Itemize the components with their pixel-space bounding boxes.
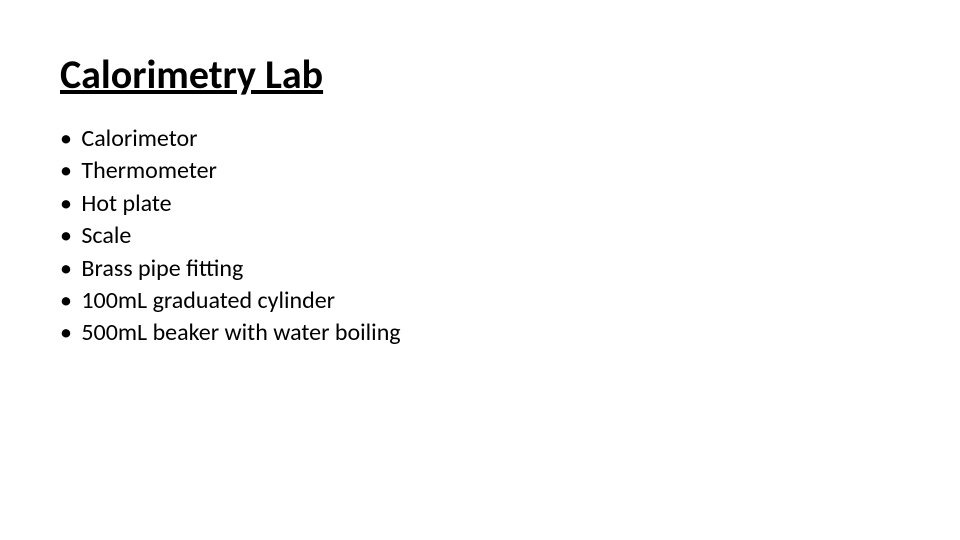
list-item-label: Thermometer <box>81 156 217 185</box>
list-item: • Hot plate <box>60 188 900 220</box>
bullet-icon: • <box>60 285 72 317</box>
bullet-icon: • <box>60 253 72 285</box>
list-item-label: Calorimetor <box>81 124 197 153</box>
list-item-label: 500mL beaker with water boiling <box>81 318 400 347</box>
bullet-icon: • <box>60 317 72 349</box>
bullet-icon: • <box>60 220 72 252</box>
list-item: • Calorimetor <box>60 123 900 155</box>
list-item-label: 100mL graduated cylinder <box>81 286 335 315</box>
equipment-list: • Calorimetor • Thermometer • Hot plate … <box>60 123 900 350</box>
list-item: • 500mL beaker with water boiling <box>60 317 900 349</box>
bullet-icon: • <box>60 188 72 220</box>
list-item: • 100mL graduated cylinder <box>60 285 900 317</box>
list-item: • Scale <box>60 220 900 252</box>
list-item-label: Hot plate <box>81 189 171 218</box>
list-item: • Thermometer <box>60 155 900 187</box>
slide-title: Calorimetry Lab <box>60 50 900 99</box>
list-item-label: Brass pipe fitting <box>81 254 243 283</box>
bullet-icon: • <box>60 155 72 187</box>
bullet-icon: • <box>60 123 72 155</box>
list-item: • Brass pipe fitting <box>60 253 900 285</box>
list-item-label: Scale <box>81 221 131 250</box>
slide: Calorimetry Lab • Calorimetor • Thermome… <box>0 0 960 540</box>
